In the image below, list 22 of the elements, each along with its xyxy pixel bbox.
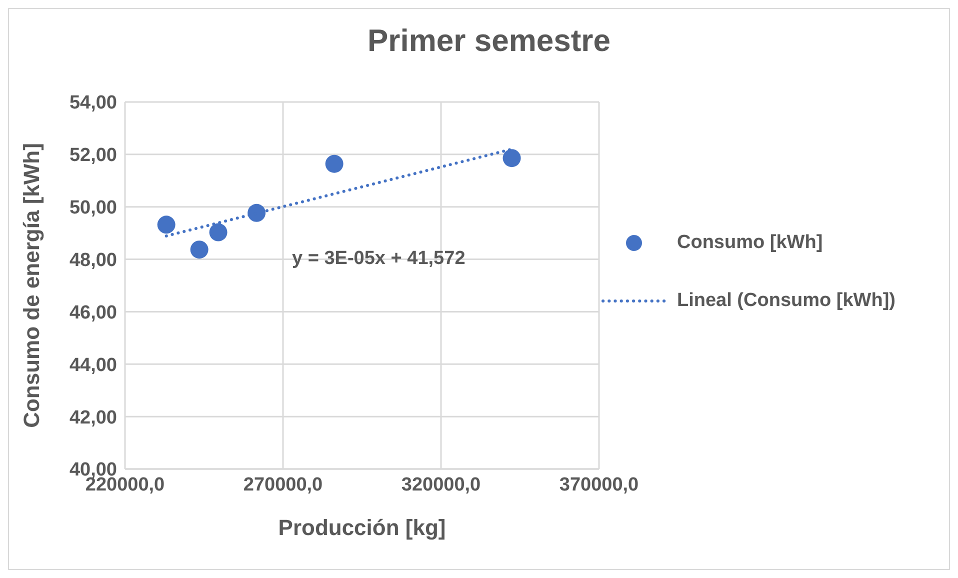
- y-tick-label: 42,00: [69, 407, 117, 428]
- point: [502, 149, 521, 168]
- y-tick-label: 44,00: [69, 354, 117, 376]
- point: [190, 240, 208, 259]
- y-tick-label: 52,00: [69, 145, 117, 166]
- annotation: y = 3E-05x + 41,572: [292, 248, 466, 270]
- y-tick-label: 54,00: [69, 92, 117, 114]
- point: [157, 216, 176, 234]
- x-tick-label: 270000,0: [243, 474, 323, 496]
- point: [209, 223, 228, 242]
- y-tick-label: 50,00: [69, 198, 117, 219]
- point: [325, 154, 344, 173]
- y-axis-title: Consumo de energía [kWh]: [18, 143, 44, 428]
- x-axis-title: Producción [kg]: [278, 515, 446, 540]
- point: [248, 204, 266, 222]
- legend-label: Consumo [kWh]: [677, 231, 823, 255]
- legend-label: Lineal (Consumo [kWh]): [677, 289, 896, 313]
- x-tick-label: 320000,0: [401, 474, 481, 496]
- y-tick-label: 46,00: [69, 302, 117, 324]
- chart-title: Primer semestre: [366, 23, 612, 59]
- y-tick-label: 48,00: [69, 250, 117, 272]
- x-tick-label: 370000,0: [559, 474, 639, 496]
